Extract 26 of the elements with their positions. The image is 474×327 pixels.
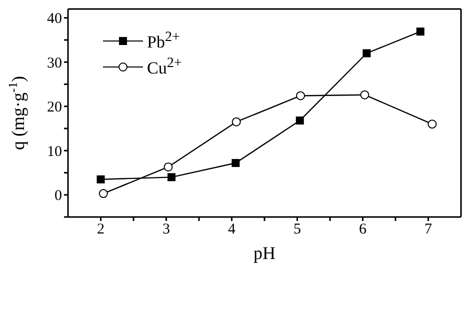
y-tick-label: 40 [47, 11, 62, 28]
x-tick-label: 5 [294, 222, 301, 238]
point [296, 91, 306, 100]
point [232, 117, 241, 126]
y-tick-label: 0 [54, 188, 62, 204]
point [296, 116, 304, 125]
x-tick-label: 2 [97, 222, 104, 238]
x-tick-label: 3 [162, 222, 170, 238]
legend-label: Cu$^{2+}$ [147, 55, 182, 79]
point [232, 159, 240, 168]
y-tick-label: 30 [47, 55, 62, 72]
y-tick-label: 10 [47, 144, 62, 160]
point [360, 90, 370, 100]
point [98, 189, 108, 198]
point [164, 162, 173, 172]
point [96, 175, 105, 184]
x-tick-label: 4 [228, 222, 236, 238]
point [167, 173, 176, 182]
x-axis-title: pH [254, 243, 276, 263]
x-tick-label: 7 [424, 222, 432, 238]
y-tick-label: 20 [47, 100, 62, 116]
point [428, 120, 437, 129]
point [362, 49, 371, 58]
legend-label: Pb$^{2+}$ [147, 29, 180, 53]
x-tick-label: 6 [359, 222, 367, 238]
point [416, 28, 424, 36]
